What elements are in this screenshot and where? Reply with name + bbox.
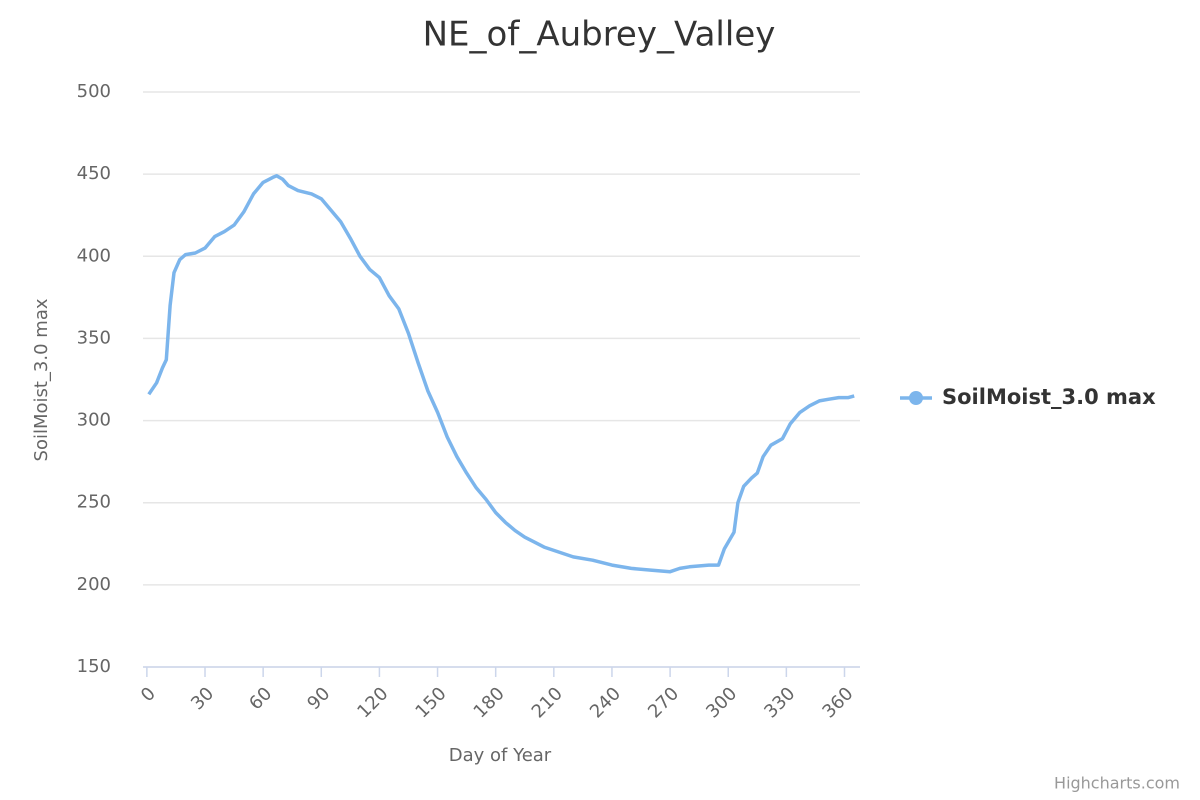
y-tick-label: 150	[77, 656, 111, 677]
x-tick-label: 270	[644, 683, 683, 722]
x-tick-label: 150	[411, 683, 450, 722]
y-tick-label: 250	[77, 492, 111, 513]
x-tick-label: 360	[818, 683, 857, 722]
x-tick-label: 30	[187, 683, 218, 714]
x-tick-label: 120	[353, 683, 392, 722]
x-tick-label: 300	[702, 683, 741, 722]
legend-label[interactable]: SoilMoist_3.0 max	[942, 385, 1156, 409]
y-tick-label: 350	[77, 327, 111, 348]
x-tick-label: 240	[586, 683, 625, 722]
x-axis-title: Day of Year	[449, 745, 552, 766]
y-tick-label: 500	[77, 81, 111, 102]
x-tick-label: 210	[528, 683, 567, 722]
x-tick-label: 0	[137, 683, 160, 706]
legend-symbol	[909, 391, 923, 405]
x-tick-label: 180	[470, 683, 509, 722]
x-tick-label: 330	[760, 683, 799, 722]
data-line	[147, 174, 855, 574]
y-tick-label: 200	[77, 574, 111, 595]
x-tick-label: 90	[303, 683, 334, 714]
y-tick-label: 400	[77, 245, 111, 266]
y-tick-label: 450	[77, 163, 111, 184]
x-tick-label: 60	[245, 683, 276, 714]
chart-title: NE_of_Aubrey_Valley	[423, 15, 776, 55]
y-axis-title: SoilMoist_3.0 max	[31, 298, 52, 461]
credits[interactable]: Highcharts.com	[1054, 774, 1180, 793]
y-tick-label: 300	[77, 410, 111, 431]
